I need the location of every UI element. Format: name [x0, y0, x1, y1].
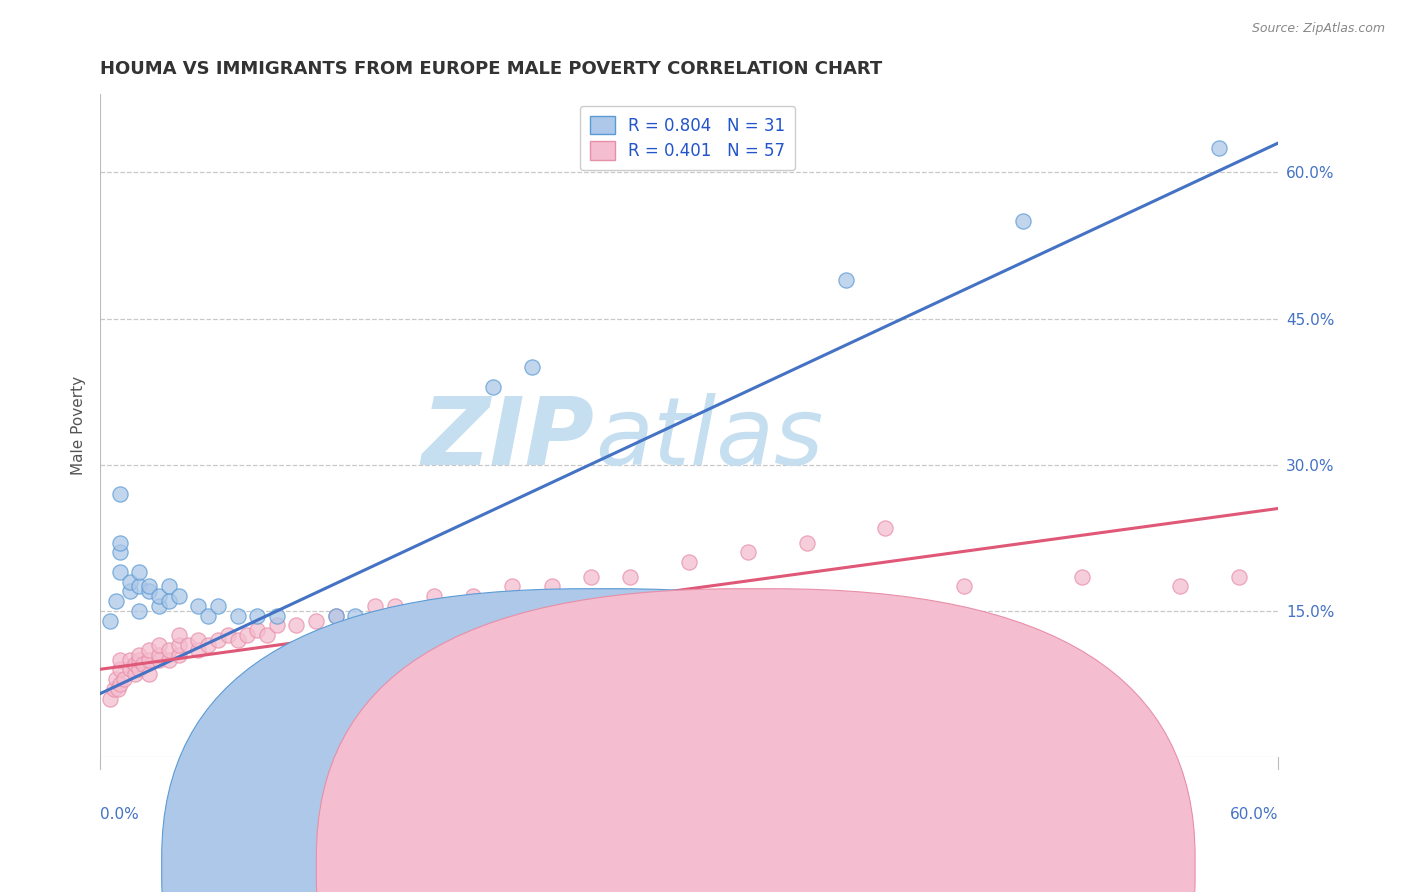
- Point: [217, 628, 239, 642]
- Point: [177, 638, 200, 652]
- Point: [540, 579, 562, 593]
- Point: [197, 638, 219, 652]
- Point: [619, 570, 641, 584]
- Point: [108, 487, 131, 501]
- Point: [132, 657, 155, 672]
- Point: [953, 579, 976, 593]
- Point: [737, 545, 759, 559]
- Point: [157, 642, 180, 657]
- Point: [104, 594, 127, 608]
- Point: [148, 599, 170, 613]
- Point: [128, 579, 150, 593]
- Point: [108, 662, 131, 676]
- Text: ZIP: ZIP: [422, 393, 595, 485]
- Point: [246, 608, 269, 623]
- Point: [124, 657, 146, 672]
- Point: [796, 535, 818, 549]
- Point: [520, 360, 543, 375]
- Point: [138, 667, 160, 681]
- Point: [108, 652, 131, 666]
- Legend: R = 0.804   N = 31, R = 0.401   N = 57: R = 0.804 N = 31, R = 0.401 N = 57: [579, 106, 794, 170]
- Point: [157, 579, 180, 593]
- Point: [266, 618, 288, 632]
- Point: [108, 565, 131, 579]
- Point: [875, 521, 897, 535]
- Point: [148, 648, 170, 662]
- Point: [579, 570, 602, 584]
- Point: [157, 652, 180, 666]
- Point: [108, 677, 131, 691]
- Point: [481, 380, 503, 394]
- Point: [98, 691, 121, 706]
- Point: [1227, 570, 1250, 584]
- Point: [148, 652, 170, 666]
- Point: [128, 565, 150, 579]
- Point: [226, 633, 249, 648]
- Point: [835, 272, 858, 286]
- Point: [108, 535, 131, 549]
- Point: [112, 672, 135, 686]
- Point: [1011, 214, 1033, 228]
- Point: [266, 608, 288, 623]
- Point: [104, 672, 127, 686]
- Point: [256, 628, 278, 642]
- Point: [118, 662, 141, 676]
- Point: [305, 614, 328, 628]
- Point: [246, 624, 269, 638]
- Point: [118, 584, 141, 599]
- Point: [187, 642, 209, 657]
- Point: [167, 638, 190, 652]
- Text: 60.0%: 60.0%: [1229, 806, 1278, 822]
- Point: [1208, 141, 1230, 155]
- Point: [1168, 579, 1191, 593]
- Point: [187, 599, 209, 613]
- Point: [344, 608, 367, 623]
- Point: [98, 614, 121, 628]
- Point: [197, 608, 219, 623]
- Point: [108, 545, 131, 559]
- Text: Source: ZipAtlas.com: Source: ZipAtlas.com: [1251, 22, 1385, 36]
- Point: [1070, 570, 1092, 584]
- Point: [325, 608, 347, 623]
- Point: [148, 638, 170, 652]
- Point: [364, 599, 387, 613]
- Point: [138, 652, 160, 666]
- Point: [226, 608, 249, 623]
- Text: 0.0%: 0.0%: [100, 806, 139, 822]
- Point: [167, 648, 190, 662]
- Point: [107, 681, 129, 696]
- Point: [236, 628, 259, 642]
- Point: [128, 648, 150, 662]
- Point: [118, 652, 141, 666]
- Point: [187, 633, 209, 648]
- Point: [138, 584, 160, 599]
- Point: [325, 608, 347, 623]
- Point: [207, 633, 229, 648]
- Point: [501, 579, 523, 593]
- Text: atlas: atlas: [595, 393, 823, 484]
- Point: [138, 642, 160, 657]
- Text: Houma: Houma: [623, 860, 678, 874]
- Point: [128, 604, 150, 618]
- Point: [384, 599, 406, 613]
- Point: [124, 667, 146, 681]
- Text: HOUMA VS IMMIGRANTS FROM EUROPE MALE POVERTY CORRELATION CHART: HOUMA VS IMMIGRANTS FROM EUROPE MALE POV…: [100, 60, 883, 78]
- Point: [207, 599, 229, 613]
- Point: [118, 574, 141, 589]
- Text: Immigrants from Europe: Immigrants from Europe: [778, 860, 965, 874]
- Point: [423, 589, 446, 603]
- Point: [128, 652, 150, 666]
- Point: [157, 594, 180, 608]
- Point: [103, 681, 125, 696]
- Point: [461, 589, 484, 603]
- Point: [167, 628, 190, 642]
- Y-axis label: Male Poverty: Male Poverty: [72, 376, 86, 475]
- Point: [167, 589, 190, 603]
- Point: [285, 618, 308, 632]
- Point: [128, 662, 150, 676]
- Point: [138, 579, 160, 593]
- Point: [678, 555, 700, 569]
- Point: [148, 589, 170, 603]
